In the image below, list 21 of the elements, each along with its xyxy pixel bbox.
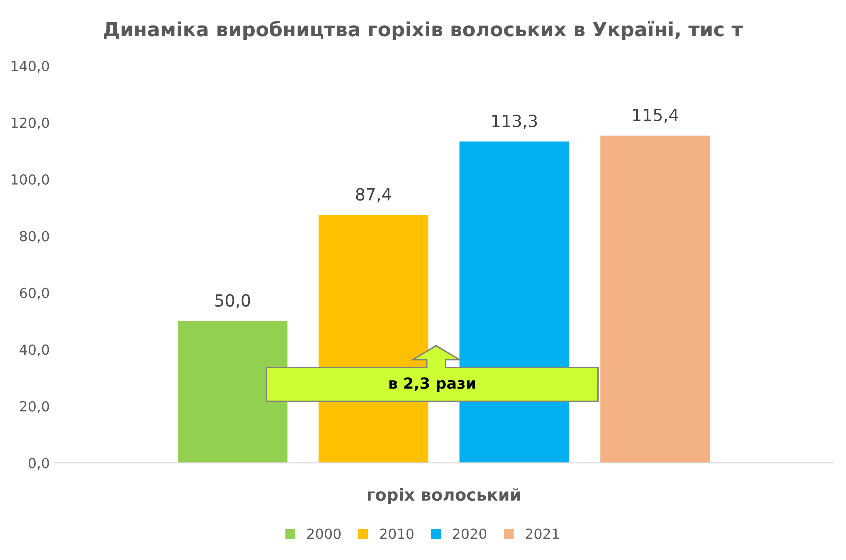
x-tick-label: горіх волоський (368, 488, 520, 504)
y-tick-label: 100,0 (12, 174, 50, 186)
bar (600, 136, 710, 464)
legend-label: 2010 (380, 528, 414, 540)
legend-label: 2000 (307, 528, 341, 540)
bar (178, 321, 288, 464)
data-label: 115,4 (633, 109, 678, 124)
data-label: 87,4 (356, 188, 392, 203)
legend-label: 2020 (453, 528, 487, 540)
annotation: в 2,3 рази (390, 378, 476, 392)
y-tick-label: 80,0 (20, 231, 50, 244)
legend-label: 2021 (526, 528, 560, 540)
y-tick-label: 120,0 (12, 118, 50, 130)
data-label: 50,0 (216, 294, 250, 309)
chart-title: Динаміка виробництва горіхів волоських в Україні, тис т (104, 21, 743, 41)
y-tick-label: 40,0 (20, 344, 50, 357)
y-tick-label: 0,0 (28, 458, 50, 470)
y-tick-label: 60,0 (20, 288, 50, 300)
data-label: 113,3 (492, 114, 538, 130)
y-tick-label: 20,0 (20, 401, 50, 414)
y-tick-label: 140,0 (12, 61, 50, 73)
